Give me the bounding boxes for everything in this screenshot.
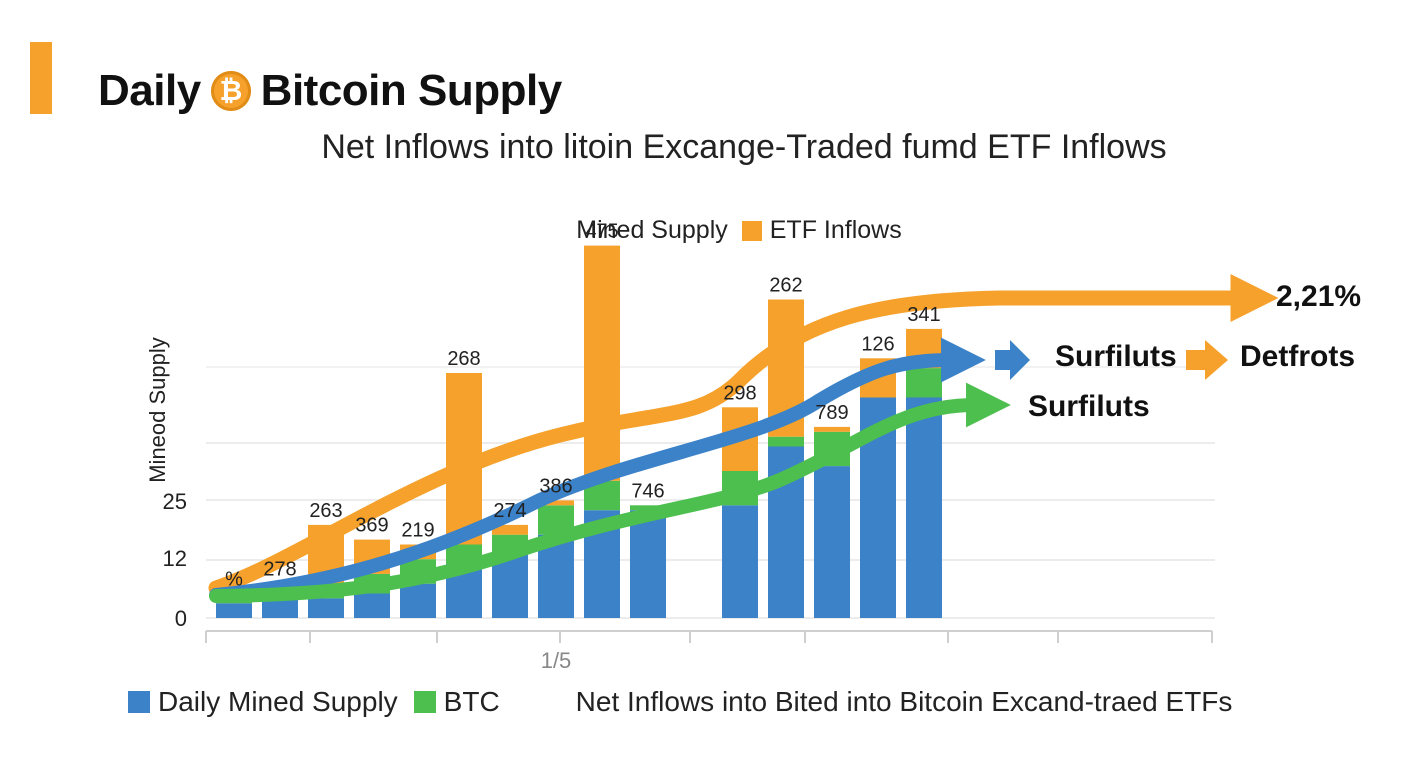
bar-mined-0 bbox=[216, 603, 252, 618]
legend-label-daily-mined: Daily Mined Supply bbox=[158, 686, 398, 717]
legend-top-label-etf: ETF Inflows bbox=[769, 216, 902, 244]
legend-top-label-mined: Mined Supply bbox=[576, 216, 728, 244]
x-axis-label: 1/5 bbox=[541, 648, 572, 673]
bar-label-7: 386 bbox=[539, 475, 572, 497]
bar-mined-15 bbox=[906, 397, 942, 618]
bitcoin-icon: ₿ bbox=[210, 71, 251, 111]
bar-label-4: 219 bbox=[401, 520, 434, 542]
y-tick-12: 12 bbox=[163, 546, 187, 571]
legend-swatch-green bbox=[413, 691, 436, 713]
curve-label-mined-2: Detfrots bbox=[1240, 340, 1356, 373]
legend-bottom: Daily Mined Supply BTC Net Inflows into … bbox=[128, 686, 1232, 718]
bar-label-0: % bbox=[225, 569, 243, 591]
arrow-connector-blue bbox=[995, 340, 1030, 380]
title-accent-bar bbox=[30, 42, 52, 114]
curve-label-btc: Surfiluts bbox=[1028, 390, 1150, 423]
bar-data-labels: % 278 263 369 219 268 274 386 475 746 298 262 789 126… bbox=[225, 221, 941, 591]
bar-label-15: 341 bbox=[907, 304, 940, 326]
bar-mined-3 bbox=[354, 593, 390, 618]
bar-label-14: 126 bbox=[861, 333, 894, 355]
curve-mined bbox=[209, 337, 986, 602]
bar-label-9: 746 bbox=[631, 480, 664, 502]
chart-subtitle: Net Inflows into litoin Excange-Traded f… bbox=[321, 128, 1167, 166]
bar-mined-13 bbox=[814, 466, 850, 618]
legend-label-btc: BTC bbox=[443, 686, 500, 717]
y-tick-labels: 0 12 25 bbox=[163, 489, 187, 631]
legend-top-item-mined: Mined Supply bbox=[576, 216, 727, 245]
bar-label-12: 262 bbox=[769, 275, 802, 297]
bar-label-11: 298 bbox=[723, 382, 756, 404]
page-title: Daily ₿ Bitcoin Supply bbox=[98, 62, 562, 120]
bar-btc-15 bbox=[906, 368, 942, 398]
x-axis: 1/5 bbox=[205, 630, 1213, 673]
bar-label-1: 278 bbox=[263, 559, 296, 581]
bar-label-5: 268 bbox=[447, 348, 480, 370]
bar-mined-2 bbox=[308, 598, 344, 618]
legend-note: Net Inflows into Bited into Bitcoin Exca… bbox=[575, 686, 1233, 717]
legend-item-btc: BTC bbox=[413, 686, 500, 718]
bar-btc-12 bbox=[768, 436, 804, 447]
bar-etf-7 bbox=[538, 500, 574, 506]
y-tick-0: 0 bbox=[175, 606, 187, 631]
legend-item-daily-mined: Daily Mined Supply bbox=[128, 686, 398, 718]
bar-mined-1 bbox=[262, 598, 298, 618]
bar-mined-4 bbox=[400, 583, 436, 618]
trend-curves bbox=[208, 273, 1279, 603]
curve-label-mined: Surfiluts bbox=[1055, 340, 1177, 373]
curve-label-etf: 2,21% bbox=[1276, 280, 1362, 313]
bar-etf-8 bbox=[584, 245, 620, 481]
bar-mined-6 bbox=[492, 554, 528, 618]
legend-top-swatch-orange bbox=[741, 220, 762, 241]
bar-label-8: 475 bbox=[585, 221, 618, 243]
arrow-connector-orange bbox=[1186, 340, 1228, 380]
bar-label-6: 274 bbox=[493, 500, 526, 522]
y-tick-25: 25 bbox=[163, 489, 187, 514]
legend-swatch-blue bbox=[128, 691, 150, 713]
bar-etf-6 bbox=[492, 524, 528, 535]
title-right: Bitcoin Supply bbox=[260, 66, 563, 115]
bar-mined-11 bbox=[722, 505, 758, 618]
bar-label-13: 789 bbox=[815, 402, 848, 424]
curve-btc bbox=[209, 382, 1011, 603]
bar-mined-9 bbox=[630, 510, 666, 618]
legend-top: Mined Supply ETF Inflows bbox=[0, 216, 1408, 245]
legend-top-item-etf: ETF Inflows bbox=[741, 216, 902, 245]
bar-label-3: 369 bbox=[355, 515, 388, 537]
curve-etf bbox=[208, 273, 1279, 596]
bar-label-2: 263 bbox=[309, 500, 342, 522]
title-left: Daily bbox=[98, 66, 201, 115]
bar-etf-13 bbox=[814, 426, 850, 432]
